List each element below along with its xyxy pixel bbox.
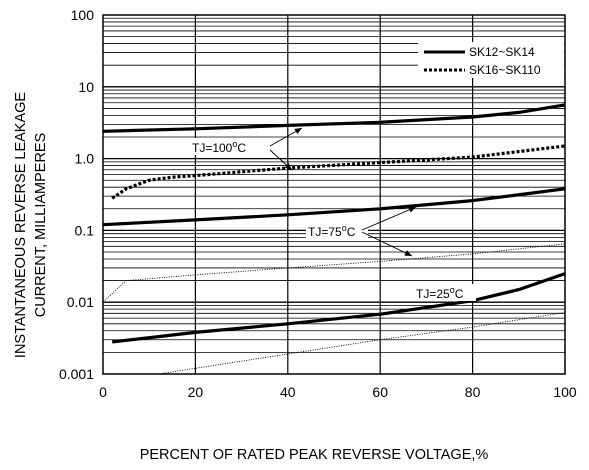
annotation-tj-100-base: TJ=100 bbox=[192, 141, 233, 155]
annotation-tj-75-base: TJ=75 bbox=[308, 225, 342, 239]
y-axis-title-line-2: CURRENT, MILLIAMPERES bbox=[33, 133, 49, 318]
annotation-tj-25-base: TJ=25 bbox=[416, 287, 450, 301]
y-tick-label: 0.001 bbox=[59, 366, 94, 382]
annotation-tj-75-unit: C bbox=[347, 225, 356, 239]
annotation-arrow-line bbox=[361, 206, 417, 231]
x-tick-label: 60 bbox=[372, 384, 388, 400]
annotation-arrow-line bbox=[361, 231, 413, 257]
annotations: TJ=100oC TJ=75oC TJ=25oC bbox=[190, 127, 476, 301]
y-tick-label: 0.01 bbox=[67, 294, 94, 310]
annotation-tj-25-unit: C bbox=[455, 287, 464, 301]
x-tick-label: 20 bbox=[188, 384, 204, 400]
x-axis-title: PERCENT OF RATED PEAK REVERSE VOLTAGE,% bbox=[140, 447, 489, 463]
legend-label-sk12-sk14: SK12~SK14 bbox=[469, 45, 535, 59]
series-line-4 bbox=[112, 272, 566, 344]
y-tick-label: 100 bbox=[71, 7, 95, 23]
x-tick-label: 80 bbox=[465, 384, 481, 400]
x-tick-label: 100 bbox=[553, 384, 577, 400]
annotation-tj-75-sup: o bbox=[342, 223, 347, 233]
annotation-tj-100-unit: C bbox=[237, 141, 246, 155]
series-line-3 bbox=[102, 243, 566, 303]
annotation-arrow-head bbox=[284, 163, 292, 170]
y-tick-label: 1.0 bbox=[75, 151, 95, 167]
x-tick-label: 40 bbox=[280, 384, 296, 400]
y-tick-label: 0.1 bbox=[75, 222, 95, 238]
series-line-1 bbox=[111, 144, 566, 200]
annotation-tj-100-sup: o bbox=[232, 139, 237, 149]
y-axis-title-line-1: INSTANTANEOUS REVERSE LEAKAGE bbox=[13, 92, 29, 358]
tick-labels: 0.001 0.01 0.1 1.0 10 100 0 20 40 60 80 100 bbox=[59, 7, 577, 400]
annotation-background bbox=[190, 138, 268, 155]
annotation-tj-25: TJ=25oC bbox=[416, 285, 464, 301]
annotation-arrow-head bbox=[408, 206, 416, 213]
x-tick-label: 0 bbox=[99, 384, 107, 400]
legend: SK12~SK14 SK16~SK110 bbox=[418, 42, 564, 78]
annotation-arrows bbox=[269, 127, 417, 257]
plot-frame bbox=[102, 14, 566, 375]
series-line-0 bbox=[102, 103, 566, 133]
annotation-arrow-head bbox=[404, 250, 412, 256]
annotation-tj-75: TJ=75oC bbox=[308, 223, 356, 239]
annotation-tj-100: TJ=100oC bbox=[192, 139, 246, 155]
legend-box bbox=[418, 42, 564, 78]
annotation-arrow-head bbox=[294, 128, 302, 135]
annotation-background bbox=[306, 222, 368, 239]
annotation-background bbox=[414, 284, 476, 301]
series-layer bbox=[102, 103, 566, 375]
series-line-5 bbox=[158, 311, 566, 375]
annotation-tj-25-sup: o bbox=[450, 285, 455, 295]
legend-label-sk16-sk110: SK16~SK110 bbox=[469, 63, 541, 77]
series-line-2 bbox=[102, 187, 566, 227]
y-tick-label: 10 bbox=[78, 79, 94, 95]
